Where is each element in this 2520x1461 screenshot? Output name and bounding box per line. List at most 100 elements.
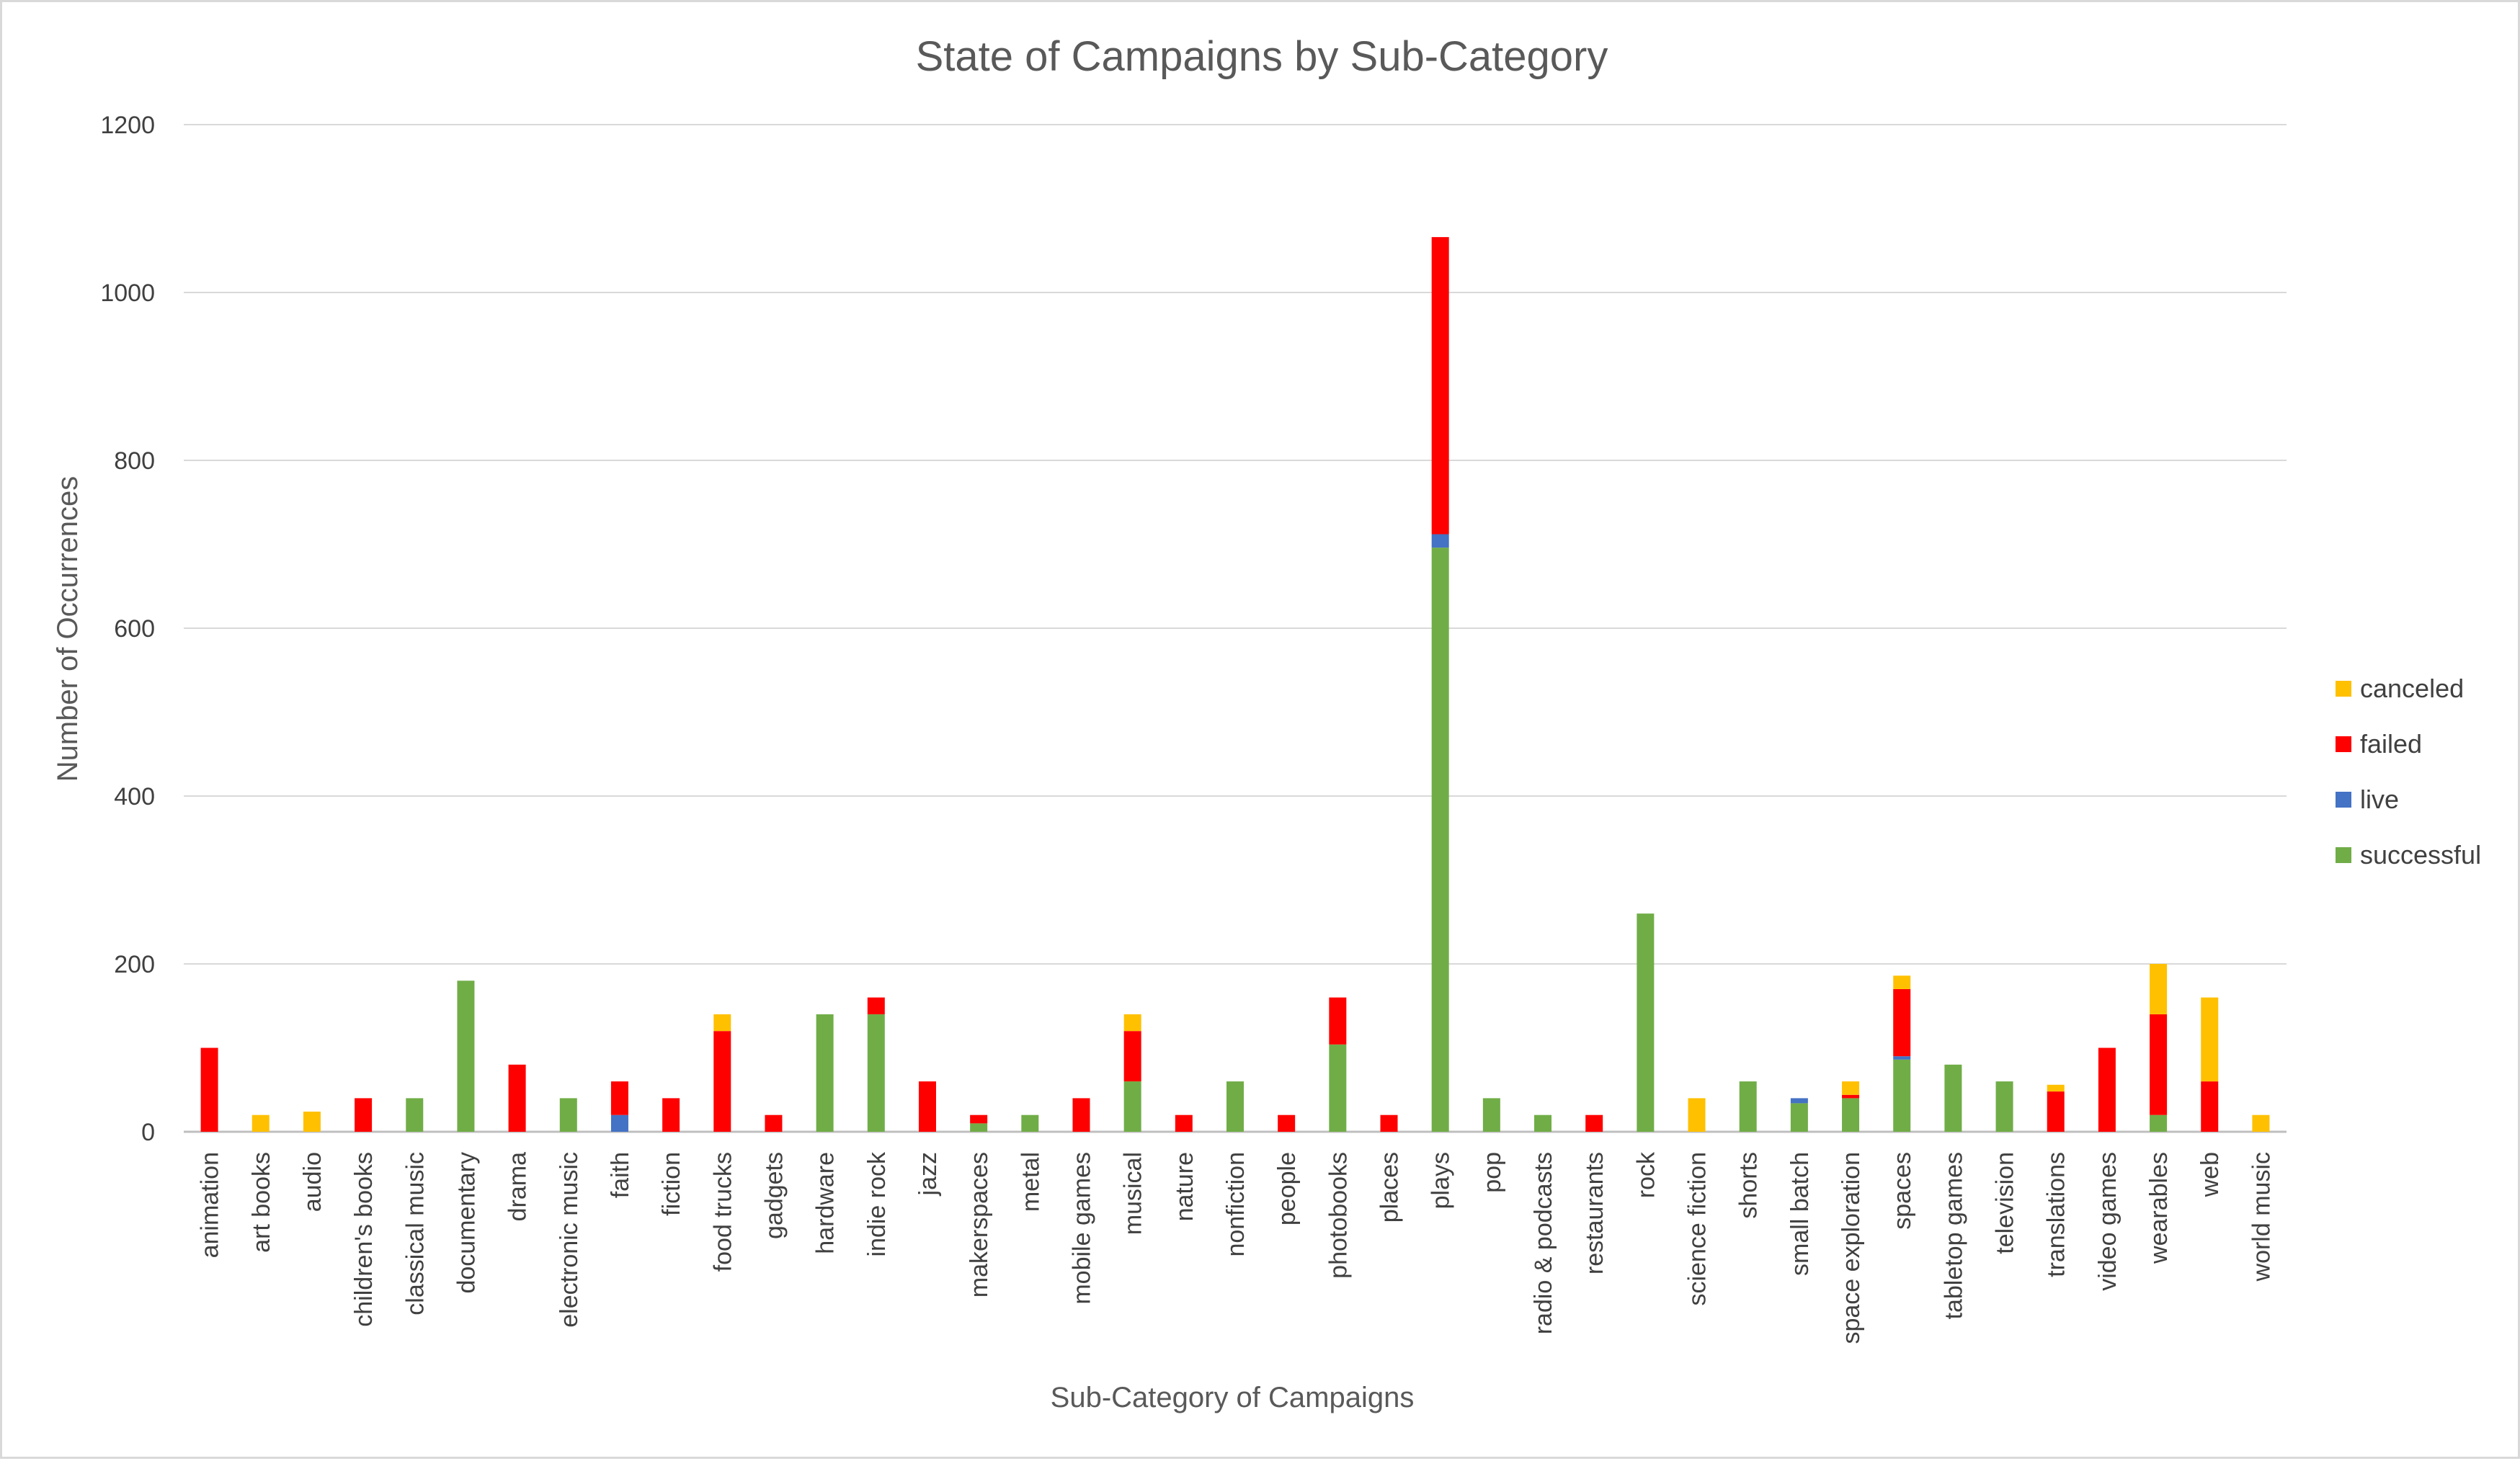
x-tick-label: drama — [504, 1152, 532, 1221]
bar-failed — [1175, 1114, 1193, 1132]
bar-successful — [1944, 1064, 1962, 1132]
bar-canceled — [1688, 1098, 1706, 1132]
x-tick-label: translations — [2043, 1152, 2070, 1277]
bar-failed — [1842, 1094, 1860, 1099]
bar-failed — [713, 1031, 731, 1132]
bar-failed — [2047, 1091, 2065, 1132]
x-tick-label: television — [1992, 1152, 2019, 1254]
bar-failed — [1893, 988, 1911, 1057]
bar-failed — [2150, 1014, 2168, 1115]
legend-label-failed: failed — [2360, 729, 2422, 759]
bar-canceled — [2150, 964, 2168, 1014]
bar-successful — [1534, 1114, 1552, 1132]
y-tick-label: 1200 — [100, 112, 155, 139]
bar-failed — [867, 997, 885, 1014]
legend-label-successful: successful — [2360, 840, 2481, 870]
bar-canceled — [303, 1112, 321, 1132]
bar-live — [1790, 1098, 1808, 1104]
x-tick-label: faith — [607, 1152, 634, 1198]
bar-failed — [1278, 1114, 1296, 1132]
bar-successful — [2150, 1114, 2168, 1132]
bar-successful — [970, 1123, 988, 1132]
bar-live — [1431, 534, 1449, 548]
x-tick-labels: animation art books audio children's books c… — [197, 1151, 2276, 1344]
bar-failed — [2201, 1081, 2219, 1132]
y-axis-title: Number of Occurrences — [52, 476, 84, 782]
y-tick-label: 800 — [114, 447, 155, 475]
x-tick-label: hardware — [812, 1152, 840, 1254]
bar-successful — [1021, 1114, 1039, 1132]
x-tick-label: places — [1376, 1152, 1404, 1223]
x-tick-label: makerspaces — [966, 1152, 993, 1297]
x-tick-label: food trucks — [709, 1152, 736, 1272]
bar-live — [610, 1114, 628, 1132]
x-tick-label: small batch — [1786, 1152, 1814, 1276]
bar-successful — [1329, 1044, 1347, 1132]
x-axis-title: Sub-Category of Campaigns — [1051, 1382, 1415, 1413]
x-tick-label: mobile games — [1068, 1152, 1095, 1305]
x-tick-label: people — [1273, 1152, 1301, 1225]
x-tick-label: photobooks — [1324, 1152, 1352, 1279]
x-tick-label: tabletop games — [1940, 1152, 1967, 1320]
y-tick-label: 0 — [141, 1119, 155, 1146]
x-tick-label: space exploration — [1838, 1152, 1865, 1344]
x-tick-label: gadgets — [760, 1152, 788, 1239]
y-tick-label: 600 — [114, 615, 155, 643]
bar-successful — [1842, 1098, 1860, 1132]
bar-canceled — [2047, 1084, 2065, 1092]
bar-successful — [1995, 1081, 2013, 1132]
legend-swatch-failed — [2336, 736, 2351, 752]
bar-live — [1893, 1056, 1911, 1060]
legend: canceled failed live successful — [2336, 674, 2481, 870]
legend-label-canceled: canceled — [2360, 674, 2464, 703]
bar-successful — [867, 1014, 885, 1132]
bar-failed — [662, 1098, 680, 1132]
bar-failed — [1585, 1114, 1603, 1132]
x-tick-label: nonfiction — [1222, 1152, 1250, 1257]
bar-failed — [200, 1047, 218, 1132]
bar-failed — [918, 1081, 936, 1132]
legend-swatch-successful — [2336, 847, 2351, 863]
y-tick-labels: 0 200 400 600 800 1000 1200 — [100, 112, 155, 1146]
x-tick-label: web — [2196, 1152, 2224, 1197]
x-tick-label: electronic music — [556, 1152, 583, 1328]
chart-title: State of Campaigns by Sub-Category — [916, 33, 1608, 80]
bar-failed — [1072, 1098, 1090, 1132]
x-tick-label: wearables — [2145, 1152, 2173, 1264]
bar-successful — [1790, 1103, 1808, 1132]
x-tick-label: restaurants — [1581, 1152, 1608, 1274]
bar-failed — [355, 1098, 373, 1132]
bar-failed — [1431, 237, 1449, 535]
bar-successful — [1226, 1081, 1244, 1132]
legend-swatch-live — [2336, 792, 2351, 808]
bar-successful — [1893, 1059, 1911, 1132]
x-tick-label: nature — [1171, 1152, 1198, 1221]
x-tick-label: art books — [248, 1152, 275, 1253]
x-tick-label: video games — [2094, 1152, 2121, 1291]
bar-failed — [610, 1081, 628, 1115]
bar-failed — [1329, 997, 1347, 1045]
legend-label-live: live — [2360, 785, 2399, 814]
legend-swatch-canceled — [2336, 681, 2351, 697]
x-tick-label: documentary — [453, 1152, 480, 1294]
x-tick-label: audio — [299, 1152, 326, 1212]
x-tick-label: plays — [1428, 1152, 1455, 1209]
x-tick-label: metal — [1017, 1152, 1044, 1212]
bar-failed — [765, 1114, 783, 1132]
bar-successful — [1123, 1081, 1141, 1132]
y-tick-label: 1000 — [100, 280, 155, 307]
x-tick-label: children's books — [350, 1152, 378, 1327]
bar-canceled — [2252, 1114, 2270, 1132]
bar-successful — [816, 1014, 834, 1132]
bar-failed — [508, 1064, 526, 1132]
y-tick-label: 200 — [114, 951, 155, 978]
x-tick-label: musical — [1120, 1152, 1147, 1235]
x-tick-label: science fiction — [1684, 1152, 1711, 1306]
x-tick-label: world music — [2248, 1152, 2275, 1282]
bar-successful — [457, 980, 475, 1132]
bar-canceled — [251, 1114, 270, 1132]
y-tick-label: 400 — [114, 783, 155, 810]
bar-failed — [1123, 1031, 1141, 1082]
